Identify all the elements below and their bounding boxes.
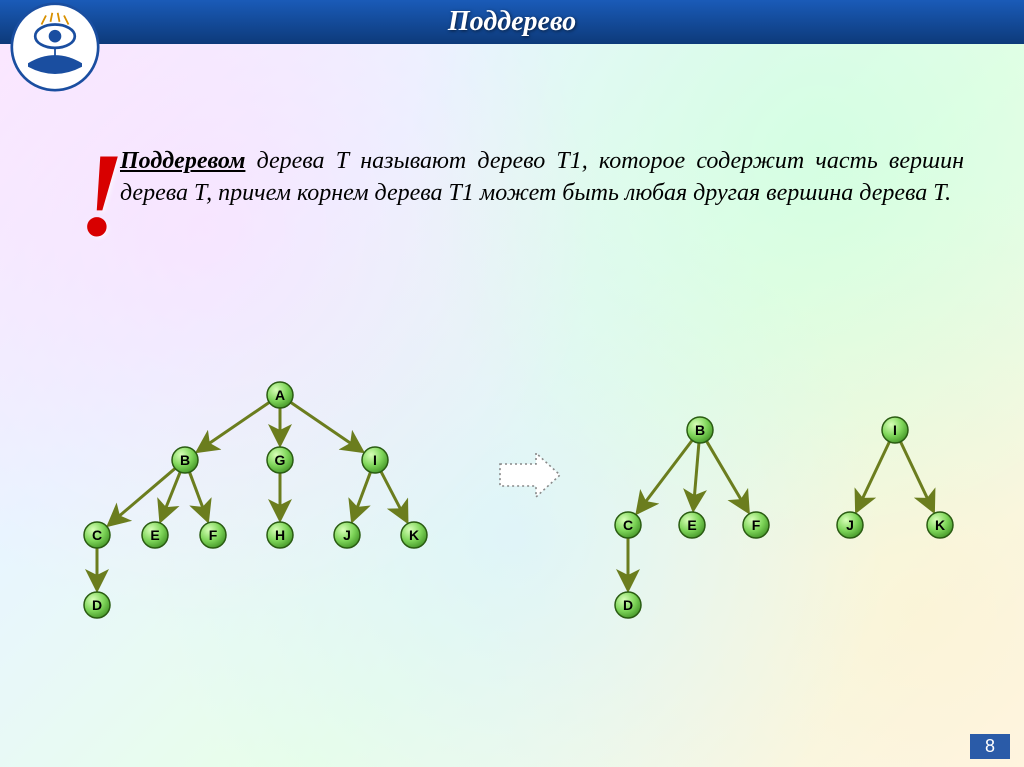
tree-node: C: [84, 522, 110, 548]
logo-icon: [10, 2, 100, 92]
svg-text:C: C: [623, 517, 633, 533]
svg-text:C: C: [92, 527, 102, 543]
svg-text:B: B: [180, 452, 190, 468]
tree-edge: [901, 442, 934, 512]
svg-text:F: F: [209, 527, 218, 543]
svg-text:B: B: [695, 422, 705, 438]
tree-edge: [108, 468, 175, 525]
tree-edge: [707, 441, 749, 512]
tree-node: F: [743, 512, 769, 538]
svg-text:F: F: [752, 517, 761, 533]
tree-node: D: [84, 592, 110, 618]
svg-text:J: J: [343, 527, 351, 543]
tree-node: B: [172, 447, 198, 473]
tree-node: B: [687, 417, 713, 443]
tree-edge: [190, 472, 208, 521]
svg-text:J: J: [846, 517, 854, 533]
tree-node: A: [267, 382, 293, 408]
tree-node: H: [267, 522, 293, 548]
transition-arrow-icon: [500, 453, 560, 497]
svg-text:K: K: [409, 527, 419, 543]
tree-node: I: [362, 447, 388, 473]
tree-left-edges: [97, 402, 407, 590]
tree-right-edges: [628, 440, 934, 590]
tree-edge: [856, 442, 889, 512]
tree-node: I: [882, 417, 908, 443]
tree-edge: [693, 443, 699, 510]
svg-text:D: D: [623, 597, 633, 613]
svg-text:I: I: [893, 422, 897, 438]
tree-node: C: [615, 512, 641, 538]
svg-text:K: K: [935, 517, 945, 533]
tree-node: K: [401, 522, 427, 548]
tree-node: F: [200, 522, 226, 548]
tree-node: E: [142, 522, 168, 548]
svg-text:E: E: [150, 527, 159, 543]
tree-node: J: [837, 512, 863, 538]
tree-node: K: [927, 512, 953, 538]
slide: Поддерево ! Поддеревом дерева Т называют…: [0, 0, 1024, 767]
svg-text:E: E: [687, 517, 696, 533]
tree-node: D: [615, 592, 641, 618]
tree-edge: [637, 440, 692, 513]
tree-edge: [291, 402, 363, 451]
tree-left-nodes: A B G I C E F H J K D: [84, 382, 427, 618]
svg-text:A: A: [275, 387, 285, 403]
tree-node: G: [267, 447, 293, 473]
tree-edge: [381, 472, 407, 522]
tree-edge: [352, 472, 370, 521]
svg-text:D: D: [92, 597, 102, 613]
tree-edge: [197, 402, 269, 451]
page-number: 8: [970, 734, 1010, 759]
svg-text:G: G: [275, 452, 286, 468]
svg-text:H: H: [275, 527, 285, 543]
tree-node: E: [679, 512, 705, 538]
tree-node: J: [334, 522, 360, 548]
svg-text:I: I: [373, 452, 377, 468]
trees-diagram: A B G I C E F H J K D B I C E F J K D: [0, 0, 1024, 767]
